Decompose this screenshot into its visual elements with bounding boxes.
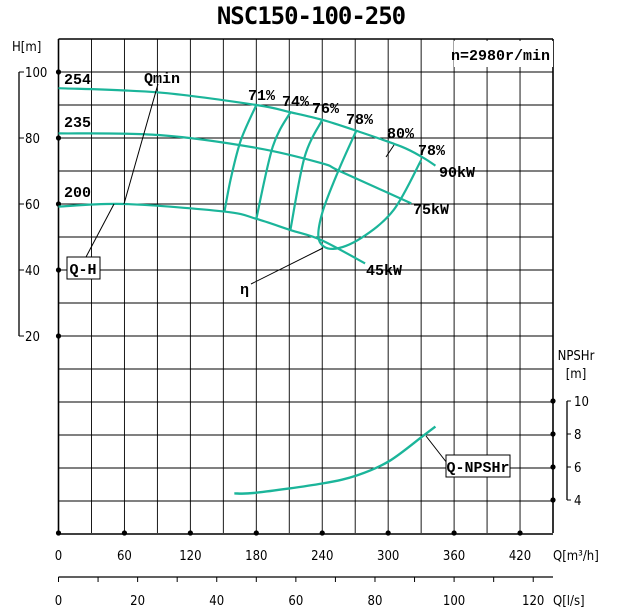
x2-tick-label: 100 [443, 594, 465, 609]
y2-tick-dot [550, 398, 556, 404]
x-tick-label: 300 [377, 549, 399, 564]
y-tick-label: 40 [25, 264, 40, 279]
chart-title: NSC150-100-250 [217, 2, 406, 30]
x-tick-dot [187, 530, 193, 536]
y-tick-dot [55, 135, 62, 141]
y2-tick-label: 8 [574, 428, 581, 443]
npsh-label: Q-NPSHr [446, 460, 509, 477]
power-label-90kw: 90kW [439, 165, 475, 182]
eff-label-74: 74% [282, 94, 310, 111]
x-tick-label: 120 [179, 549, 201, 564]
efficiency-curve-74 [255, 111, 292, 220]
y2-tick-dot [550, 431, 556, 437]
y-tick-dot [55, 267, 62, 273]
y2-tick-label: 4 [574, 494, 581, 509]
y-axis-label: H[m] [12, 40, 41, 55]
x-tick-label: 420 [509, 549, 531, 564]
eta-leader [250, 247, 324, 285]
speed-label: n=2980r/min [451, 48, 550, 65]
x2-tick-label: 80 [368, 594, 383, 609]
curve-label-200: 200 [64, 185, 91, 202]
y-tick-label: 100 [25, 66, 47, 81]
y2-tick-dot [550, 464, 556, 470]
npsh-leader [425, 435, 448, 464]
curve-label-254: 254 [64, 72, 91, 89]
eta-label: η [240, 282, 249, 299]
head-curve-254 [58, 87, 437, 167]
y2-tick-label: 6 [574, 461, 581, 476]
y-tick-dot [55, 201, 62, 207]
qmin-leader [123, 83, 159, 205]
x2-tick-label: 60 [288, 594, 303, 609]
y2-tick-label: 10 [574, 395, 589, 410]
x-tick-label: 180 [245, 549, 267, 564]
qh-label: Q-H [69, 262, 96, 279]
x2-axis-label: Q[l/s] [553, 594, 585, 609]
y-tick-label: 80 [25, 132, 40, 147]
x2-tick-label: 40 [209, 594, 224, 609]
y-tick-label: 20 [25, 330, 40, 345]
x-tick-label: 240 [311, 549, 333, 564]
x2-tick-label: 20 [130, 594, 145, 609]
x-tick-label: 0 [55, 549, 62, 564]
grid [57, 38, 554, 535]
eff-label-76: 76% [312, 101, 340, 118]
head-curve-235 [58, 132, 412, 205]
eff-label-80: 80% [387, 126, 415, 143]
x-tick-label: 360 [443, 549, 465, 564]
x-axis-label: Q[m³/h] [553, 549, 599, 564]
qh-box [66, 256, 101, 280]
qmin-label: Qmin [144, 71, 180, 88]
curves [58, 87, 437, 495]
eff-label-78: 78% [346, 112, 374, 129]
y-tick-label: 60 [25, 198, 40, 213]
efficiency-curve-78 [317, 130, 423, 250]
x2-tick-label: 0 [55, 594, 62, 609]
x-tick-dot [55, 530, 62, 536]
x-tick-dot [253, 530, 259, 536]
power-label-45kw: 45kW [366, 263, 402, 280]
npsh-box [445, 454, 511, 478]
y2-tick-dot [550, 497, 556, 503]
x-tick-dot [121, 530, 128, 536]
x2-tick-label: 120 [522, 594, 544, 609]
qh-leader [85, 203, 115, 258]
power-label-75kw: 75kW [413, 202, 449, 219]
x-tick-dot [451, 530, 457, 536]
x-tick-dot [517, 530, 523, 536]
speed-box [454, 41, 553, 67]
x-tick-dot [385, 530, 391, 536]
npshr-curve [234, 425, 437, 495]
eff-80-leader [385, 144, 395, 158]
efficiency-curve-76 [289, 119, 324, 231]
x-tick-dot [319, 530, 325, 536]
eff-label-71: 71% [248, 88, 276, 105]
y-tick-dot [55, 333, 62, 339]
x-tick-label: 60 [117, 549, 132, 564]
curve-label-235: 235 [64, 115, 91, 132]
y2-axis-label-1: NPSHr [558, 349, 595, 364]
eff-label-78-right: 78% [418, 143, 446, 160]
y-tick-dot [55, 69, 62, 75]
labels: n=2980r/min 254 235 200 90kW 75kW 45kW 7… [12, 40, 599, 609]
efficiency-curve-71 [223, 104, 258, 212]
y2-axis-label-2: [m] [566, 367, 587, 382]
